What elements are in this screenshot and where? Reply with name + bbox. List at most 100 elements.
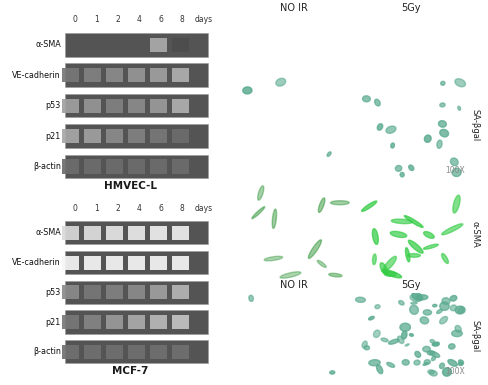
Text: 6: 6 [158, 15, 163, 24]
Polygon shape [415, 352, 421, 357]
Polygon shape [397, 336, 404, 343]
Polygon shape [416, 295, 428, 300]
Polygon shape [430, 340, 435, 343]
Polygon shape [448, 360, 457, 366]
Bar [128, 256, 145, 270]
Bar [84, 285, 102, 299]
Text: VE-cadherin: VE-cadherin [12, 71, 61, 80]
Polygon shape [308, 240, 322, 258]
Bar [171, 38, 189, 52]
Polygon shape [330, 201, 349, 205]
Bar [62, 226, 80, 240]
Polygon shape [377, 124, 383, 130]
Text: days: days [194, 204, 212, 213]
Text: VE-cadherin: VE-cadherin [12, 258, 61, 267]
Text: HMVEC-L: HMVEC-L [103, 181, 157, 191]
Bar [128, 226, 145, 240]
Polygon shape [272, 209, 277, 228]
Bar [149, 99, 167, 113]
Text: 1: 1 [94, 204, 99, 213]
Bar [62, 285, 80, 299]
Text: 8: 8 [180, 204, 184, 213]
Text: p53: p53 [45, 101, 61, 110]
Bar [84, 68, 102, 82]
Bar [149, 226, 167, 240]
Polygon shape [356, 297, 366, 302]
Bar [62, 345, 80, 359]
Bar [84, 159, 102, 174]
Polygon shape [423, 310, 431, 315]
Polygon shape [276, 78, 285, 86]
Polygon shape [409, 333, 413, 336]
Bar [149, 345, 167, 359]
Polygon shape [459, 363, 463, 365]
Polygon shape [450, 296, 457, 301]
Bar [84, 256, 102, 270]
Polygon shape [375, 99, 380, 106]
Text: 2: 2 [116, 15, 120, 24]
Bar [149, 38, 167, 52]
Polygon shape [362, 341, 367, 348]
Bar [84, 315, 102, 329]
Bar [128, 159, 145, 174]
Bar [84, 129, 102, 143]
Polygon shape [455, 79, 466, 87]
Bar [149, 285, 167, 299]
Polygon shape [362, 201, 377, 211]
Text: 5Gy: 5Gy [402, 280, 421, 290]
Bar [62, 99, 80, 113]
Bar [128, 285, 145, 299]
Polygon shape [258, 186, 264, 200]
Polygon shape [390, 231, 407, 238]
Polygon shape [387, 362, 395, 367]
Bar [84, 226, 102, 240]
Polygon shape [440, 129, 448, 137]
Polygon shape [432, 343, 439, 346]
Text: 0: 0 [73, 15, 78, 24]
Polygon shape [428, 370, 434, 374]
Text: 6: 6 [158, 204, 163, 213]
Polygon shape [433, 342, 439, 346]
Polygon shape [440, 302, 449, 310]
Polygon shape [431, 356, 436, 361]
Polygon shape [440, 363, 445, 368]
Polygon shape [388, 339, 399, 344]
Bar [65, 94, 208, 117]
Polygon shape [427, 351, 435, 355]
Bar [171, 315, 189, 329]
Text: 8: 8 [180, 15, 184, 24]
Polygon shape [442, 253, 448, 263]
Text: SA-βgal: SA-βgal [471, 320, 480, 352]
Polygon shape [318, 198, 325, 213]
Bar [149, 315, 167, 329]
Polygon shape [425, 135, 431, 142]
Bar [65, 124, 208, 148]
Text: β-actin: β-actin [33, 162, 61, 171]
Polygon shape [455, 306, 465, 314]
Bar [65, 340, 208, 363]
Bar [106, 159, 123, 174]
Polygon shape [327, 152, 331, 156]
Text: α-SMA: α-SMA [471, 221, 480, 248]
Bar [62, 159, 80, 174]
Polygon shape [317, 260, 326, 268]
Polygon shape [330, 371, 335, 374]
Polygon shape [383, 256, 396, 271]
Bar [171, 256, 189, 270]
Polygon shape [424, 244, 438, 249]
Bar [106, 345, 123, 359]
Polygon shape [424, 360, 430, 364]
Bar [171, 68, 189, 82]
Polygon shape [382, 270, 402, 278]
Bar [84, 345, 102, 359]
Polygon shape [429, 370, 437, 376]
Bar [65, 64, 208, 87]
Polygon shape [364, 346, 369, 350]
Text: 100X: 100X [445, 367, 465, 376]
Polygon shape [443, 368, 451, 376]
Polygon shape [437, 309, 442, 313]
Polygon shape [437, 140, 442, 148]
Polygon shape [385, 271, 396, 276]
Bar [65, 221, 208, 244]
Text: p21: p21 [45, 318, 61, 326]
